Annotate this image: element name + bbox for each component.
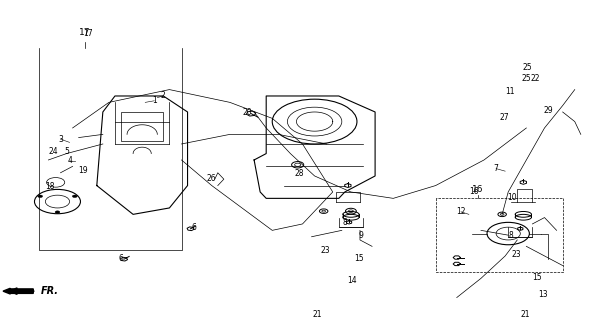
Text: 28: 28 xyxy=(294,169,304,178)
Text: 26: 26 xyxy=(207,174,217,183)
Text: 6: 6 xyxy=(191,223,196,232)
Circle shape xyxy=(73,195,77,197)
Text: 21: 21 xyxy=(313,310,322,319)
Text: 12: 12 xyxy=(456,207,466,216)
Bar xyxy=(121,112,163,141)
Text: 23: 23 xyxy=(320,246,330,255)
Text: 8: 8 xyxy=(509,231,514,240)
Text: 15: 15 xyxy=(354,254,364,263)
Text: FR.: FR. xyxy=(41,286,59,296)
Text: 4: 4 xyxy=(67,156,72,165)
Text: 8: 8 xyxy=(342,218,347,227)
Text: 21: 21 xyxy=(521,310,531,319)
Text: 1: 1 xyxy=(152,96,157,105)
Text: 6: 6 xyxy=(119,254,123,263)
Text: 13: 13 xyxy=(538,291,548,300)
Text: 22: 22 xyxy=(531,74,540,83)
Text: 25: 25 xyxy=(523,63,532,72)
Text: 20: 20 xyxy=(242,108,252,117)
Text: 14: 14 xyxy=(347,276,357,285)
Circle shape xyxy=(38,195,42,197)
Text: 5: 5 xyxy=(64,148,69,156)
Text: 3: 3 xyxy=(58,135,63,144)
Text: 19: 19 xyxy=(79,166,88,175)
Text: 23: 23 xyxy=(512,250,522,259)
FancyArrow shape xyxy=(3,288,33,294)
Circle shape xyxy=(55,211,60,213)
Text: 17: 17 xyxy=(79,28,91,37)
Text: 16: 16 xyxy=(472,185,484,194)
Text: 7: 7 xyxy=(494,164,499,173)
Text: 29: 29 xyxy=(543,106,553,115)
Text: 16: 16 xyxy=(469,187,479,196)
Text: 25: 25 xyxy=(522,74,531,83)
Text: 15: 15 xyxy=(532,273,541,282)
Text: 24: 24 xyxy=(48,147,58,156)
Text: 2: 2 xyxy=(161,92,166,100)
Text: 9: 9 xyxy=(358,231,363,240)
Text: 17: 17 xyxy=(83,29,93,38)
Text: 11: 11 xyxy=(505,87,515,96)
Text: 27: 27 xyxy=(500,113,509,122)
Text: 10: 10 xyxy=(508,193,517,202)
Text: 18: 18 xyxy=(45,182,54,191)
